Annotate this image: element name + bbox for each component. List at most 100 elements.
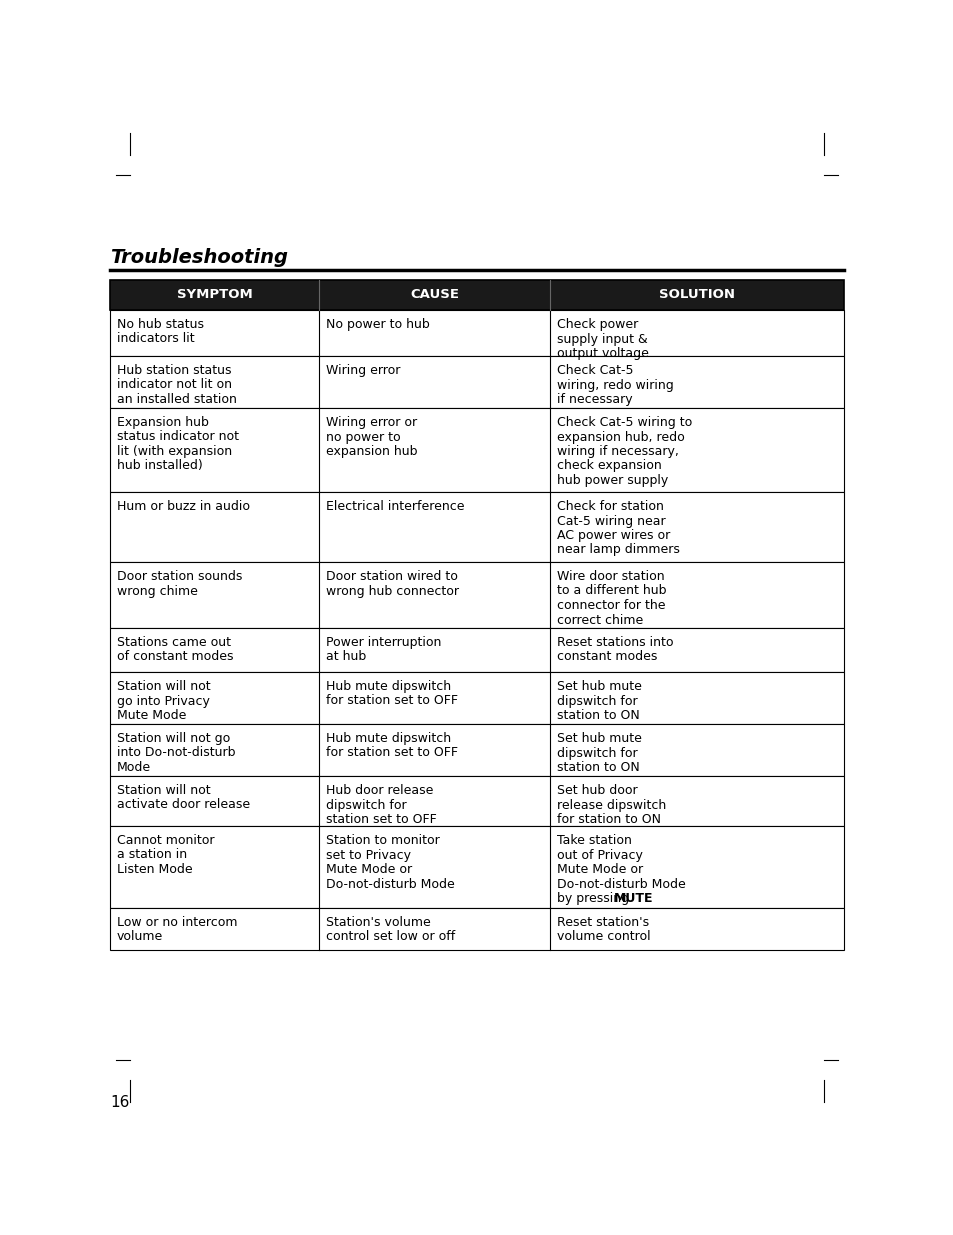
Text: into Do-not-disturb: into Do-not-disturb	[117, 746, 235, 760]
Bar	[110, 724, 843, 776]
Text: at hub: at hub	[326, 651, 366, 663]
Text: Check Cat-5: Check Cat-5	[557, 364, 633, 377]
Text: Mode: Mode	[117, 761, 151, 774]
Bar	[110, 408, 843, 492]
Text: release dipswitch: release dipswitch	[557, 799, 666, 811]
Text: Mute Mode or: Mute Mode or	[326, 863, 412, 876]
Text: set to Privacy: set to Privacy	[326, 848, 411, 862]
Text: Wiring error or: Wiring error or	[326, 416, 416, 429]
Text: Mute Mode or: Mute Mode or	[557, 863, 643, 876]
Text: station set to OFF: station set to OFF	[326, 813, 436, 826]
Text: go into Privacy: go into Privacy	[117, 694, 210, 708]
Text: Take station: Take station	[557, 834, 632, 847]
Text: expansion hub, redo: expansion hub, redo	[557, 431, 684, 443]
Text: Check for station: Check for station	[557, 500, 663, 513]
Text: SOLUTION: SOLUTION	[659, 289, 735, 301]
Text: supply input &: supply input &	[557, 332, 647, 346]
Text: Reset stations into: Reset stations into	[557, 636, 673, 650]
Text: for station set to OFF: for station set to OFF	[326, 746, 457, 760]
Text: near lamp dimmers: near lamp dimmers	[557, 543, 679, 557]
Bar	[110, 310, 843, 356]
Text: dipswitch for: dipswitch for	[557, 694, 638, 708]
Text: an installed station: an installed station	[117, 393, 236, 406]
Text: SYMPTOM: SYMPTOM	[176, 289, 253, 301]
Text: Door station sounds: Door station sounds	[117, 571, 242, 583]
Text: Station will not: Station will not	[117, 680, 211, 693]
Text: Station's volume: Station's volume	[326, 916, 431, 929]
Text: for station to ON: for station to ON	[557, 813, 660, 826]
Text: status indicator not: status indicator not	[117, 431, 239, 443]
Text: out of Privacy: out of Privacy	[557, 848, 642, 862]
Text: Reset station's: Reset station's	[557, 916, 649, 929]
Text: Power interruption: Power interruption	[326, 636, 441, 650]
Text: of constant modes: of constant modes	[117, 651, 233, 663]
Text: indicators lit: indicators lit	[117, 332, 194, 346]
Text: Set hub mute: Set hub mute	[557, 680, 641, 693]
Text: CAUSE: CAUSE	[410, 289, 458, 301]
Text: Door station wired to: Door station wired to	[326, 571, 457, 583]
Text: Do-not-disturb Mode: Do-not-disturb Mode	[557, 878, 685, 890]
Text: constant modes: constant modes	[557, 651, 657, 663]
Text: No hub status: No hub status	[117, 317, 204, 331]
Bar	[110, 672, 843, 724]
Text: No power to hub: No power to hub	[326, 317, 430, 331]
Text: connector for the: connector for the	[557, 599, 665, 613]
Text: Electrical interference: Electrical interference	[326, 500, 464, 513]
Text: hub installed): hub installed)	[117, 459, 203, 473]
Bar	[110, 492, 843, 562]
Text: wiring, redo wiring: wiring, redo wiring	[557, 378, 674, 391]
Text: if necessary: if necessary	[557, 393, 633, 406]
Text: activate door release: activate door release	[117, 799, 250, 811]
Text: indicator not lit on: indicator not lit on	[117, 378, 232, 391]
Bar	[110, 562, 843, 629]
Bar	[110, 280, 843, 310]
Text: lit (with expansion: lit (with expansion	[117, 445, 232, 458]
Text: a station in: a station in	[117, 848, 187, 862]
Text: Listen Mode: Listen Mode	[117, 863, 193, 876]
Text: wiring if necessary,: wiring if necessary,	[557, 445, 679, 458]
Text: station to ON: station to ON	[557, 709, 639, 722]
Text: correct chime: correct chime	[557, 614, 643, 626]
Text: dipswitch for: dipswitch for	[557, 746, 638, 760]
Text: Check power: Check power	[557, 317, 638, 331]
Text: for station set to OFF: for station set to OFF	[326, 694, 457, 708]
Bar	[110, 280, 843, 310]
Text: wrong chime: wrong chime	[117, 584, 197, 598]
Text: station to ON: station to ON	[557, 761, 639, 774]
Text: Troubleshooting: Troubleshooting	[110, 248, 288, 267]
Text: Do-not-disturb Mode: Do-not-disturb Mode	[326, 878, 455, 890]
Text: Wiring error: Wiring error	[326, 364, 400, 377]
Text: volume: volume	[117, 930, 163, 944]
Text: AC power wires or: AC power wires or	[557, 529, 670, 542]
Text: Station will not: Station will not	[117, 784, 211, 797]
Text: Expansion hub: Expansion hub	[117, 416, 209, 429]
Text: Wire door station: Wire door station	[557, 571, 664, 583]
Text: 16: 16	[110, 1095, 130, 1110]
Text: Set hub mute: Set hub mute	[557, 732, 641, 745]
Text: volume control: volume control	[557, 930, 650, 944]
Text: Stations came out: Stations came out	[117, 636, 231, 650]
Bar	[110, 629, 843, 672]
Bar	[110, 826, 843, 908]
Text: check expansion: check expansion	[557, 459, 661, 473]
Bar	[110, 776, 843, 826]
Bar	[110, 908, 843, 950]
Text: hub power supply: hub power supply	[557, 474, 668, 487]
Bar	[110, 356, 843, 408]
Text: Hum or buzz in audio: Hum or buzz in audio	[117, 500, 250, 513]
Text: Hub door release: Hub door release	[326, 784, 433, 797]
Text: Hub mute dipswitch: Hub mute dipswitch	[326, 732, 451, 745]
Text: MUTE: MUTE	[613, 892, 653, 905]
Text: Low or no intercom: Low or no intercom	[117, 916, 237, 929]
Text: Hub mute dipswitch: Hub mute dipswitch	[326, 680, 451, 693]
Text: wrong hub connector: wrong hub connector	[326, 584, 458, 598]
Text: expansion hub: expansion hub	[326, 445, 417, 458]
Text: output voltage: output voltage	[557, 347, 649, 359]
Text: control set low or off: control set low or off	[326, 930, 455, 944]
Text: dipswitch for: dipswitch for	[326, 799, 406, 811]
Text: to a different hub: to a different hub	[557, 584, 666, 598]
Text: no power to: no power to	[326, 431, 400, 443]
Text: Set hub door: Set hub door	[557, 784, 638, 797]
Text: Check Cat-5 wiring to: Check Cat-5 wiring to	[557, 416, 692, 429]
Text: Mute Mode: Mute Mode	[117, 709, 186, 722]
